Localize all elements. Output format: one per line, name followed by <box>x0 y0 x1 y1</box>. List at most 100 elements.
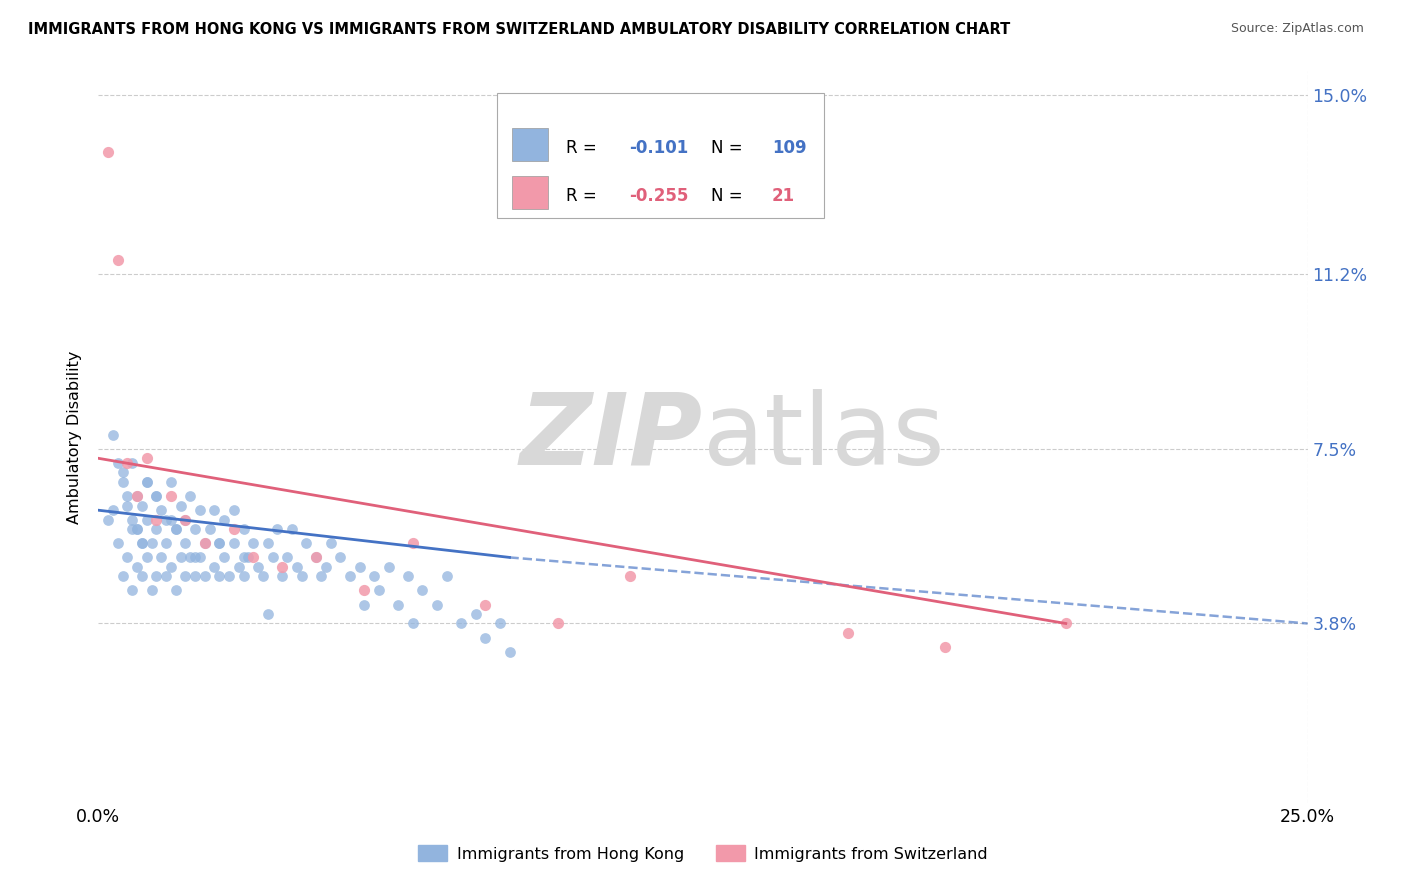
Point <box>349 559 371 574</box>
Text: R =: R = <box>567 139 602 157</box>
Point <box>222 536 245 550</box>
Point <box>160 489 183 503</box>
Point <box>145 522 167 536</box>
Point <box>135 475 157 489</box>
Point <box>135 451 157 466</box>
Point <box>107 536 129 550</box>
Point <box>117 499 139 513</box>
Point <box>127 559 149 574</box>
Point <box>169 550 191 565</box>
Point <box>305 550 328 565</box>
Point <box>145 569 167 583</box>
Point <box>145 513 167 527</box>
FancyBboxPatch shape <box>512 128 548 161</box>
Point <box>474 631 496 645</box>
Point <box>145 489 167 503</box>
Point <box>121 513 143 527</box>
Point <box>194 536 217 550</box>
Point <box>204 503 226 517</box>
Point <box>339 569 361 583</box>
Point <box>188 550 211 565</box>
Point <box>232 522 254 536</box>
Point <box>281 522 304 536</box>
Point <box>194 569 217 583</box>
Point <box>155 569 177 583</box>
Point <box>426 598 449 612</box>
Point <box>218 569 240 583</box>
Point <box>135 550 157 565</box>
Point <box>242 536 264 550</box>
Point <box>127 489 149 503</box>
Point <box>295 536 318 550</box>
FancyBboxPatch shape <box>498 94 824 218</box>
Point <box>111 569 134 583</box>
FancyBboxPatch shape <box>512 176 548 209</box>
Text: N =: N = <box>711 186 748 204</box>
Point <box>101 503 124 517</box>
Point <box>402 616 425 631</box>
Point <box>319 536 342 550</box>
Point <box>131 499 153 513</box>
Point <box>247 559 270 574</box>
Point <box>107 253 129 268</box>
Point <box>271 559 294 574</box>
Legend: Immigrants from Hong Kong, Immigrants from Switzerland: Immigrants from Hong Kong, Immigrants fr… <box>412 838 994 868</box>
Point <box>150 503 173 517</box>
Point <box>101 427 124 442</box>
Point <box>198 522 221 536</box>
Text: Source: ZipAtlas.com: Source: ZipAtlas.com <box>1230 22 1364 36</box>
Point <box>474 598 496 612</box>
Point <box>141 536 163 550</box>
Y-axis label: Ambulatory Disability: Ambulatory Disability <box>67 351 83 524</box>
Point <box>117 550 139 565</box>
Point <box>165 522 187 536</box>
Point <box>353 598 375 612</box>
Point <box>228 559 250 574</box>
Point <box>329 550 352 565</box>
Text: -0.101: -0.101 <box>630 139 689 157</box>
Point <box>222 522 245 536</box>
Point <box>165 583 187 598</box>
Point <box>121 522 143 536</box>
Point <box>242 550 264 565</box>
Point <box>174 513 197 527</box>
Text: atlas: atlas <box>703 389 945 485</box>
Point <box>145 489 167 503</box>
Text: -0.255: -0.255 <box>630 186 689 204</box>
Point <box>174 569 197 583</box>
Point <box>127 522 149 536</box>
Point <box>396 569 419 583</box>
Point <box>155 513 177 527</box>
Text: ZIP: ZIP <box>520 389 703 485</box>
Point <box>208 536 231 550</box>
Text: 21: 21 <box>772 186 794 204</box>
Point <box>179 550 201 565</box>
Point <box>290 569 312 583</box>
Point <box>262 550 284 565</box>
Point <box>256 536 278 550</box>
Text: IMMIGRANTS FROM HONG KONG VS IMMIGRANTS FROM SWITZERLAND AMBULATORY DISABILITY C: IMMIGRANTS FROM HONG KONG VS IMMIGRANTS … <box>28 22 1011 37</box>
Point <box>498 645 520 659</box>
Point <box>160 475 183 489</box>
Point <box>363 569 385 583</box>
Point <box>402 536 425 550</box>
Point <box>208 569 231 583</box>
Point <box>309 569 332 583</box>
Point <box>184 550 207 565</box>
Point <box>436 569 458 583</box>
Point <box>141 583 163 598</box>
Point <box>489 616 512 631</box>
Point <box>238 550 260 565</box>
Point <box>127 489 149 503</box>
Point <box>315 559 337 574</box>
Point <box>368 583 391 598</box>
Point <box>135 475 157 489</box>
Point <box>353 583 375 598</box>
Point <box>194 536 217 550</box>
Point <box>387 598 409 612</box>
Point <box>174 536 197 550</box>
Point <box>1054 616 1077 631</box>
Text: 109: 109 <box>772 139 807 157</box>
Point <box>208 536 231 550</box>
Point <box>188 503 211 517</box>
